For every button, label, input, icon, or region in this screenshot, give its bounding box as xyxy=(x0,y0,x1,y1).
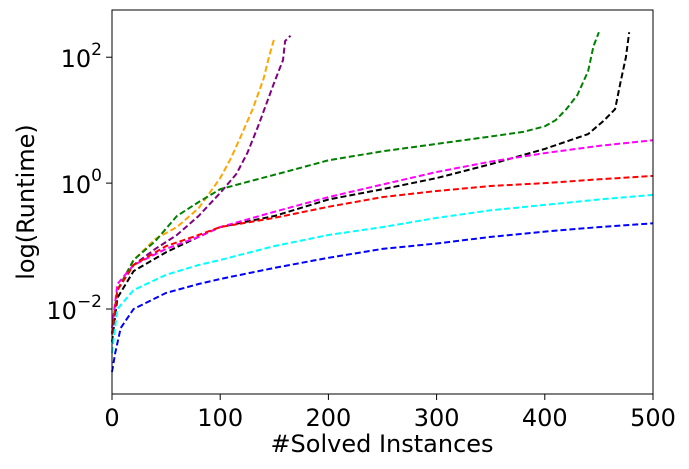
series-line-4 xyxy=(111,32,631,343)
series-line-2 xyxy=(111,34,292,335)
series-line-3 xyxy=(111,31,600,335)
x-tick-label-0: 0 xyxy=(104,404,119,432)
series-line-7 xyxy=(111,193,654,354)
series-layer xyxy=(111,31,654,373)
x-tick-label-3: 300 xyxy=(414,404,460,432)
x-tick-label-5: 500 xyxy=(630,404,676,432)
x-tick-label-2: 200 xyxy=(305,404,351,432)
plot-frame xyxy=(111,9,654,395)
y-tick-label-1: 100 xyxy=(61,166,102,199)
x-tick-label-4: 400 xyxy=(522,404,568,432)
series-line-1 xyxy=(111,38,276,335)
series-line-8 xyxy=(111,222,654,373)
x-tick-label-1: 100 xyxy=(197,404,243,432)
x-axis-title: #Solved Instances xyxy=(270,430,493,458)
y-axis-title: log(Runtime) xyxy=(12,124,40,280)
y-tick-label-2: 102 xyxy=(61,40,102,73)
series-line-6 xyxy=(111,174,654,335)
y-tick-label-0: 10−2 xyxy=(46,292,102,325)
series-line-5 xyxy=(111,139,654,329)
ticks-layer: 0 100 200 300 400 500 10−2 100 102 xyxy=(46,40,676,432)
